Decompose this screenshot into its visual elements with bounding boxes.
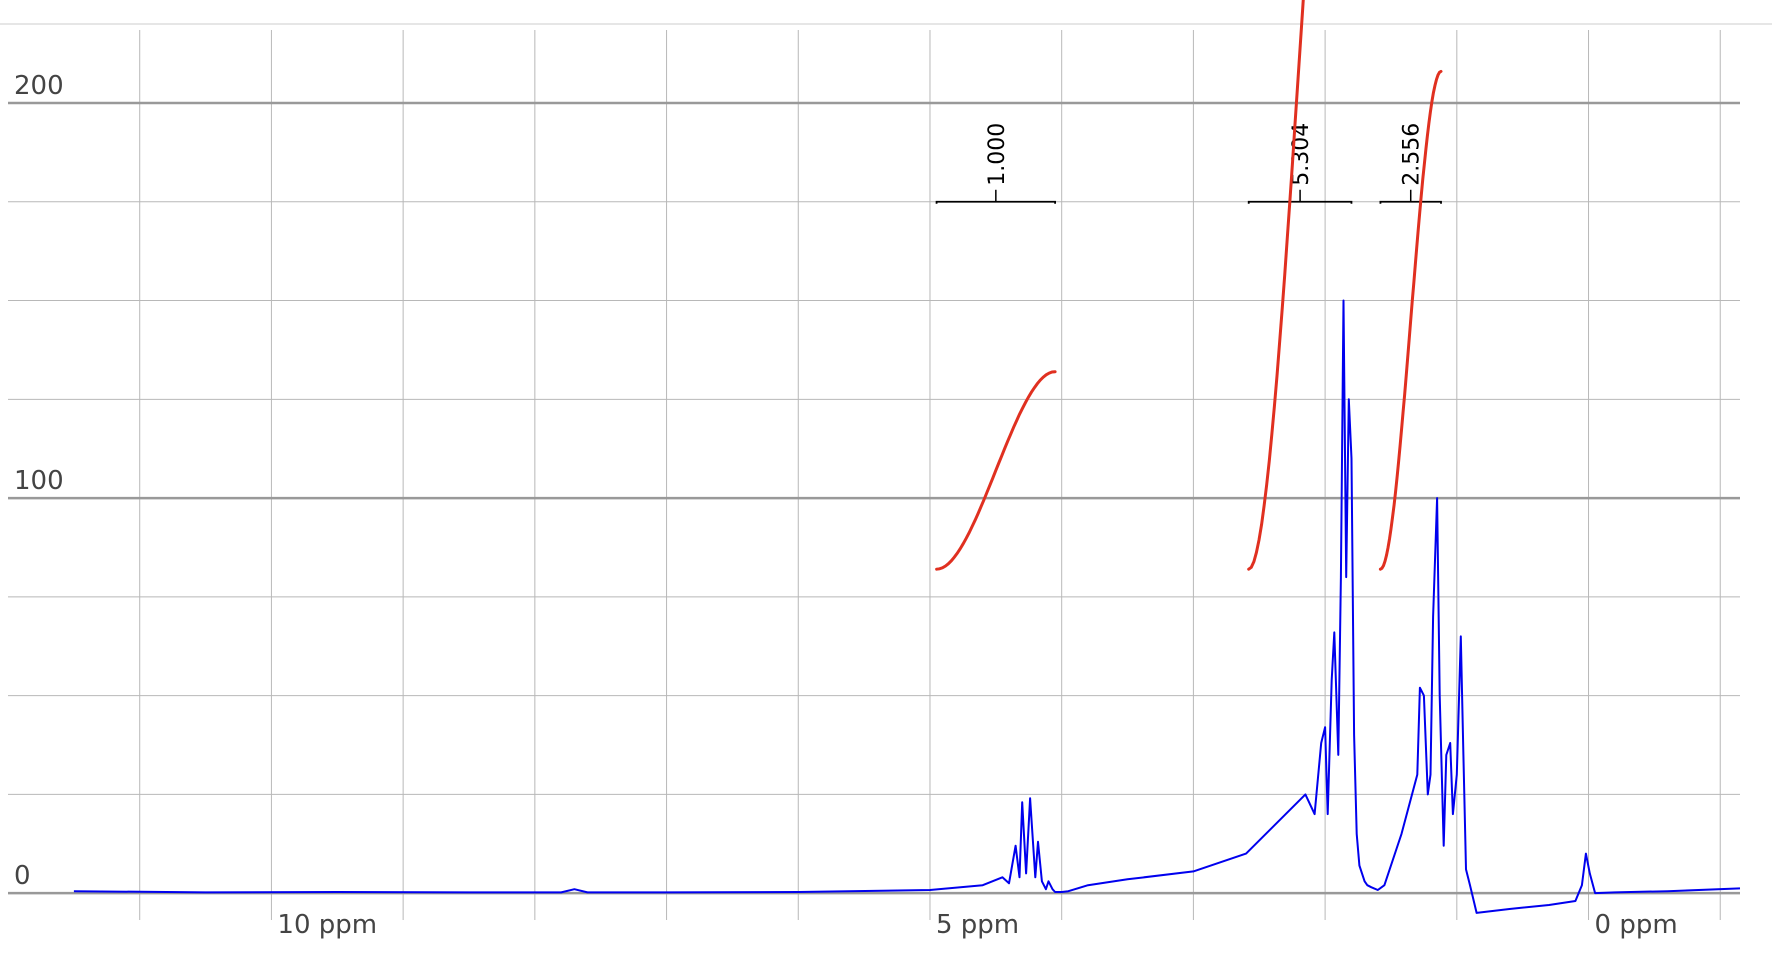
- integral-bracket: [1379, 200, 1442, 204]
- integrals: 1.000 5.304 2.556: [935, 0, 1443, 571]
- integral-curve: [1378, 69, 1443, 571]
- y-tick-label: 100: [14, 466, 64, 496]
- integral-value-label: 1.000: [985, 123, 1010, 186]
- grid: [8, 30, 1740, 920]
- integral-value-label: 2.556: [1400, 123, 1425, 186]
- integral-bracket: [1247, 200, 1353, 204]
- y-tick-label: 0: [14, 861, 31, 891]
- y-axis-ticks: 0 100 200: [14, 71, 64, 891]
- integral-curve: [935, 370, 1057, 571]
- y-tick-label: 200: [14, 71, 64, 101]
- x-tick-label: 10 ppm: [277, 910, 377, 940]
- x-tick-label: 0 ppm: [1595, 910, 1678, 940]
- x-axis-ticks: 10 ppm 5 ppm 0 ppm: [277, 910, 1677, 940]
- spectrum-line: [73, 299, 1741, 914]
- integral-curve: [1247, 0, 1305, 571]
- x-tick-label: 5 ppm: [936, 910, 1019, 940]
- integral-bracket: [935, 200, 1056, 204]
